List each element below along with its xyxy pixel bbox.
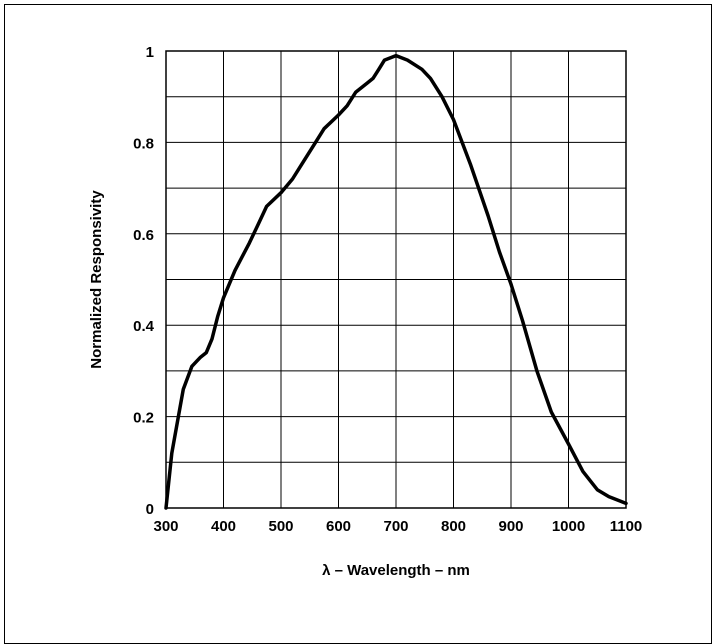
grid [166, 51, 626, 508]
y-axis-ticks: 0 0.2 0.4 0.6 0.8 1 [133, 44, 155, 518]
y-tick-label: 1 [146, 44, 154, 61]
x-tick-label: 600 [326, 518, 351, 535]
y-tick-label: 0.4 [133, 318, 155, 335]
figure-frame [4, 4, 712, 644]
x-tick-label: 300 [153, 518, 178, 535]
x-tick-label: 900 [498, 518, 523, 535]
responsivity-chart: 300 400 500 600 700 800 900 1000 1100 0 0.2 0.4 0.6… [88, 44, 642, 579]
x-tick-label: 700 [383, 518, 408, 535]
x-tick-label: 500 [268, 518, 293, 535]
x-axis-label: λ – Wavelength – nm [322, 562, 470, 579]
y-tick-label: 0.2 [133, 410, 154, 427]
x-tick-label: 1100 [610, 518, 643, 535]
y-tick-label: 0.8 [133, 135, 154, 152]
x-axis-ticks: 300 400 500 600 700 800 900 1000 1100 [153, 518, 642, 535]
x-tick-label: 1000 [552, 518, 585, 535]
y-axis-label: Normalized Responsivity [88, 190, 105, 369]
x-tick-label: 800 [441, 518, 466, 535]
y-tick-label: 0 [146, 501, 154, 518]
x-tick-label: 400 [211, 518, 236, 535]
responsivity-curve [164, 53, 628, 510]
y-tick-label: 0.6 [133, 227, 154, 244]
plot-area-border [165, 50, 627, 509]
